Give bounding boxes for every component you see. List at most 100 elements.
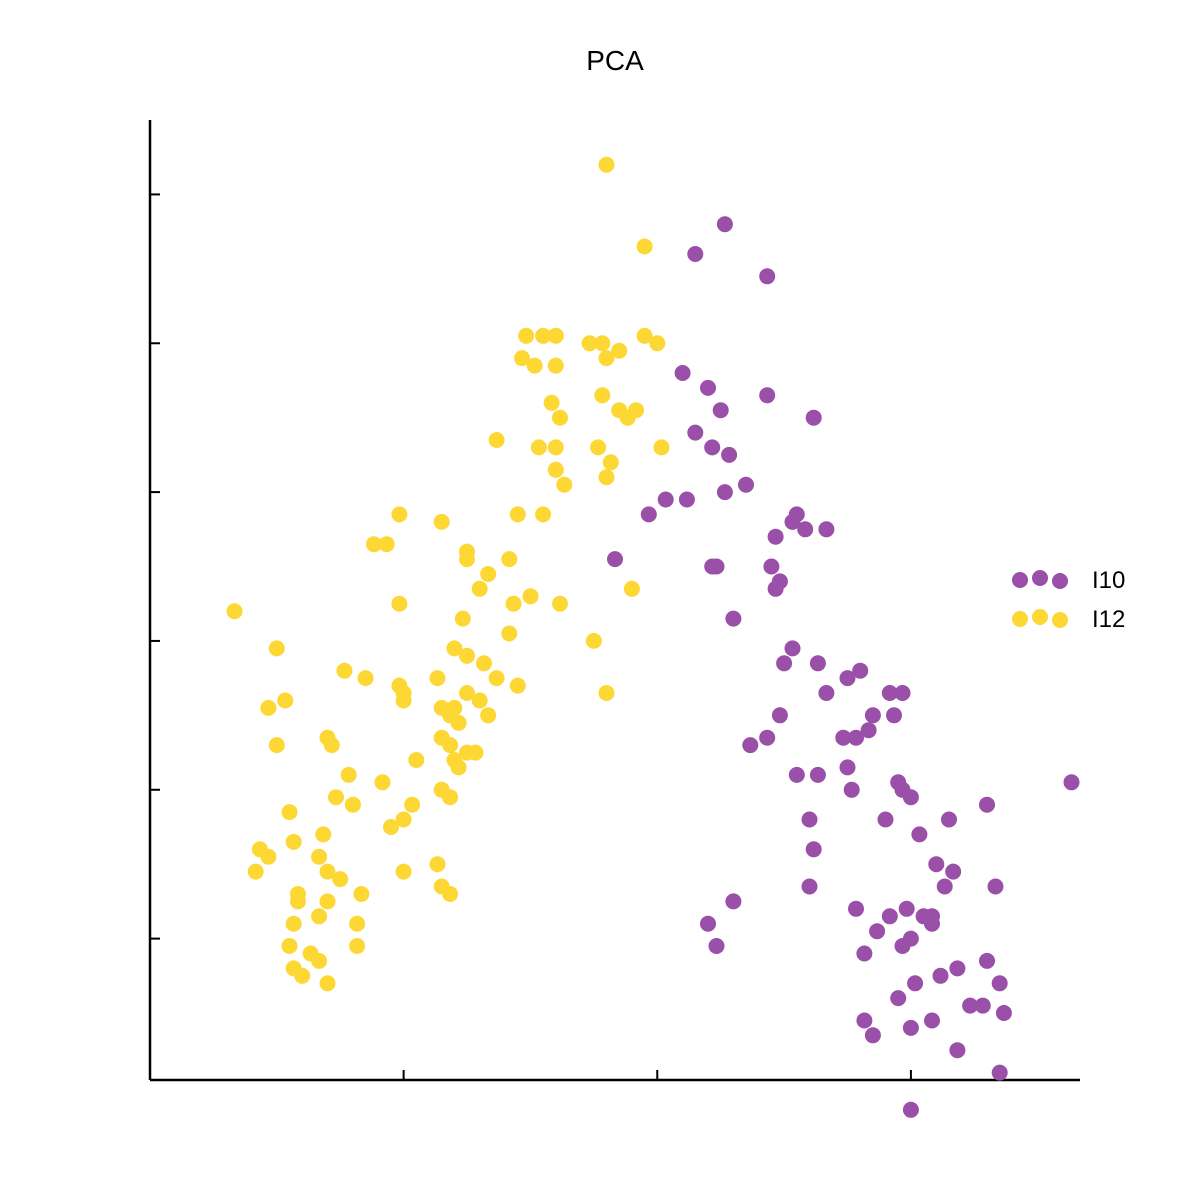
data-point-i10 (725, 610, 742, 627)
data-point-i12 (467, 744, 484, 761)
data-point-i12 (594, 335, 611, 352)
data-point-i12 (319, 729, 336, 746)
data-point-i12 (590, 439, 607, 456)
data-point-i12 (547, 461, 564, 478)
data-point-i10 (805, 409, 822, 426)
data-point-i12 (636, 327, 653, 344)
data-point-i10 (687, 246, 704, 262)
data-point-i12 (446, 699, 463, 716)
data-point-i10 (852, 662, 869, 679)
data-point-i12 (514, 350, 530, 367)
data-point-i10 (928, 856, 945, 873)
data-point-i10 (725, 893, 742, 910)
data-point-i12 (623, 580, 640, 597)
data-point-i12 (294, 967, 311, 984)
data-point-i12 (247, 863, 264, 880)
data-point-i10 (771, 707, 788, 724)
data-point-i12 (315, 826, 332, 843)
data-point-i10 (856, 945, 873, 962)
data-point-i12 (598, 350, 615, 367)
data-point-i10 (881, 908, 898, 925)
data-point-i12 (349, 915, 366, 932)
data-point-i12 (344, 796, 361, 813)
data-point-i10 (809, 655, 826, 672)
legend-label-i12: I12 (1092, 606, 1125, 633)
data-point-i12 (268, 737, 285, 754)
data-point-i12 (442, 789, 459, 806)
data-point-i10 (843, 781, 860, 798)
data-point-i10 (924, 1012, 940, 1029)
data-point-i10 (721, 446, 738, 463)
data-point-i10 (902, 789, 919, 806)
data-point-i12 (526, 357, 543, 374)
data-point-i10 (924, 915, 940, 932)
data-point-i10 (759, 268, 776, 285)
data-point-i10 (945, 863, 962, 880)
data-point-i10 (979, 952, 995, 969)
data-point-i12 (547, 327, 564, 344)
data-point-i10 (607, 551, 623, 568)
data-point-i10 (860, 722, 877, 739)
data-point-i12 (311, 908, 328, 925)
data-point-i12 (429, 856, 446, 873)
data-point-i12 (429, 670, 446, 687)
data-point-i12 (598, 685, 615, 701)
data-point-i12 (433, 878, 450, 895)
data-point-i12 (501, 551, 518, 568)
data-point-i12 (535, 327, 552, 344)
data-point-i10 (911, 826, 928, 843)
data-point-i10 (991, 1064, 1008, 1081)
legend-marker (1032, 609, 1048, 625)
data-point-i10 (877, 811, 894, 828)
data-point-i10 (1063, 774, 1080, 791)
data-point-i12 (366, 536, 382, 553)
data-point-i10 (687, 424, 704, 441)
data-point-i10 (886, 707, 902, 724)
data-point-i10 (738, 476, 754, 493)
data-point-i10 (708, 938, 725, 954)
data-point-i12 (509, 506, 526, 523)
data-point-i10 (708, 558, 725, 575)
data-point-i12 (619, 409, 636, 426)
data-point-i12 (433, 699, 450, 716)
data-point-i12 (556, 476, 573, 493)
data-point-i10 (869, 923, 886, 940)
data-point-i12 (281, 804, 298, 821)
legend-marker (1012, 611, 1028, 627)
data-point-i10 (640, 506, 657, 523)
data-point-i10 (864, 707, 881, 724)
data-point-i12 (602, 454, 619, 471)
data-point-i12 (547, 439, 564, 456)
data-point-i12 (319, 893, 336, 910)
scatter-points (226, 156, 1080, 1118)
data-point-i10 (801, 878, 818, 895)
data-point-i10 (678, 491, 695, 508)
data-point-i10 (818, 685, 835, 701)
data-point-i12 (260, 848, 277, 865)
data-point-i12 (471, 692, 488, 709)
data-point-i10 (805, 841, 822, 858)
data-point-i12 (649, 335, 666, 352)
data-point-i12 (535, 506, 552, 523)
data-point-i12 (480, 707, 497, 724)
data-point-i10 (894, 685, 911, 701)
data-point-i12 (594, 387, 611, 404)
data-point-i12 (476, 655, 492, 672)
data-point-i12 (611, 342, 628, 359)
data-point-i10 (898, 900, 915, 917)
legend: I10 I12 (1012, 567, 1125, 633)
data-point-i12 (281, 938, 298, 954)
data-point-i12 (395, 685, 412, 701)
data-point-i12 (509, 677, 526, 694)
data-point-i10 (902, 1101, 919, 1118)
data-point-i12 (395, 811, 412, 828)
data-point-i12 (290, 886, 306, 902)
legend-entry-i10: I10 (1012, 567, 1125, 594)
data-point-i10 (767, 528, 784, 545)
data-point-i12 (552, 409, 568, 426)
data-point-i10 (894, 938, 911, 954)
data-point-i10 (784, 640, 801, 657)
data-point-i12 (391, 506, 408, 523)
data-point-i10 (848, 729, 864, 746)
